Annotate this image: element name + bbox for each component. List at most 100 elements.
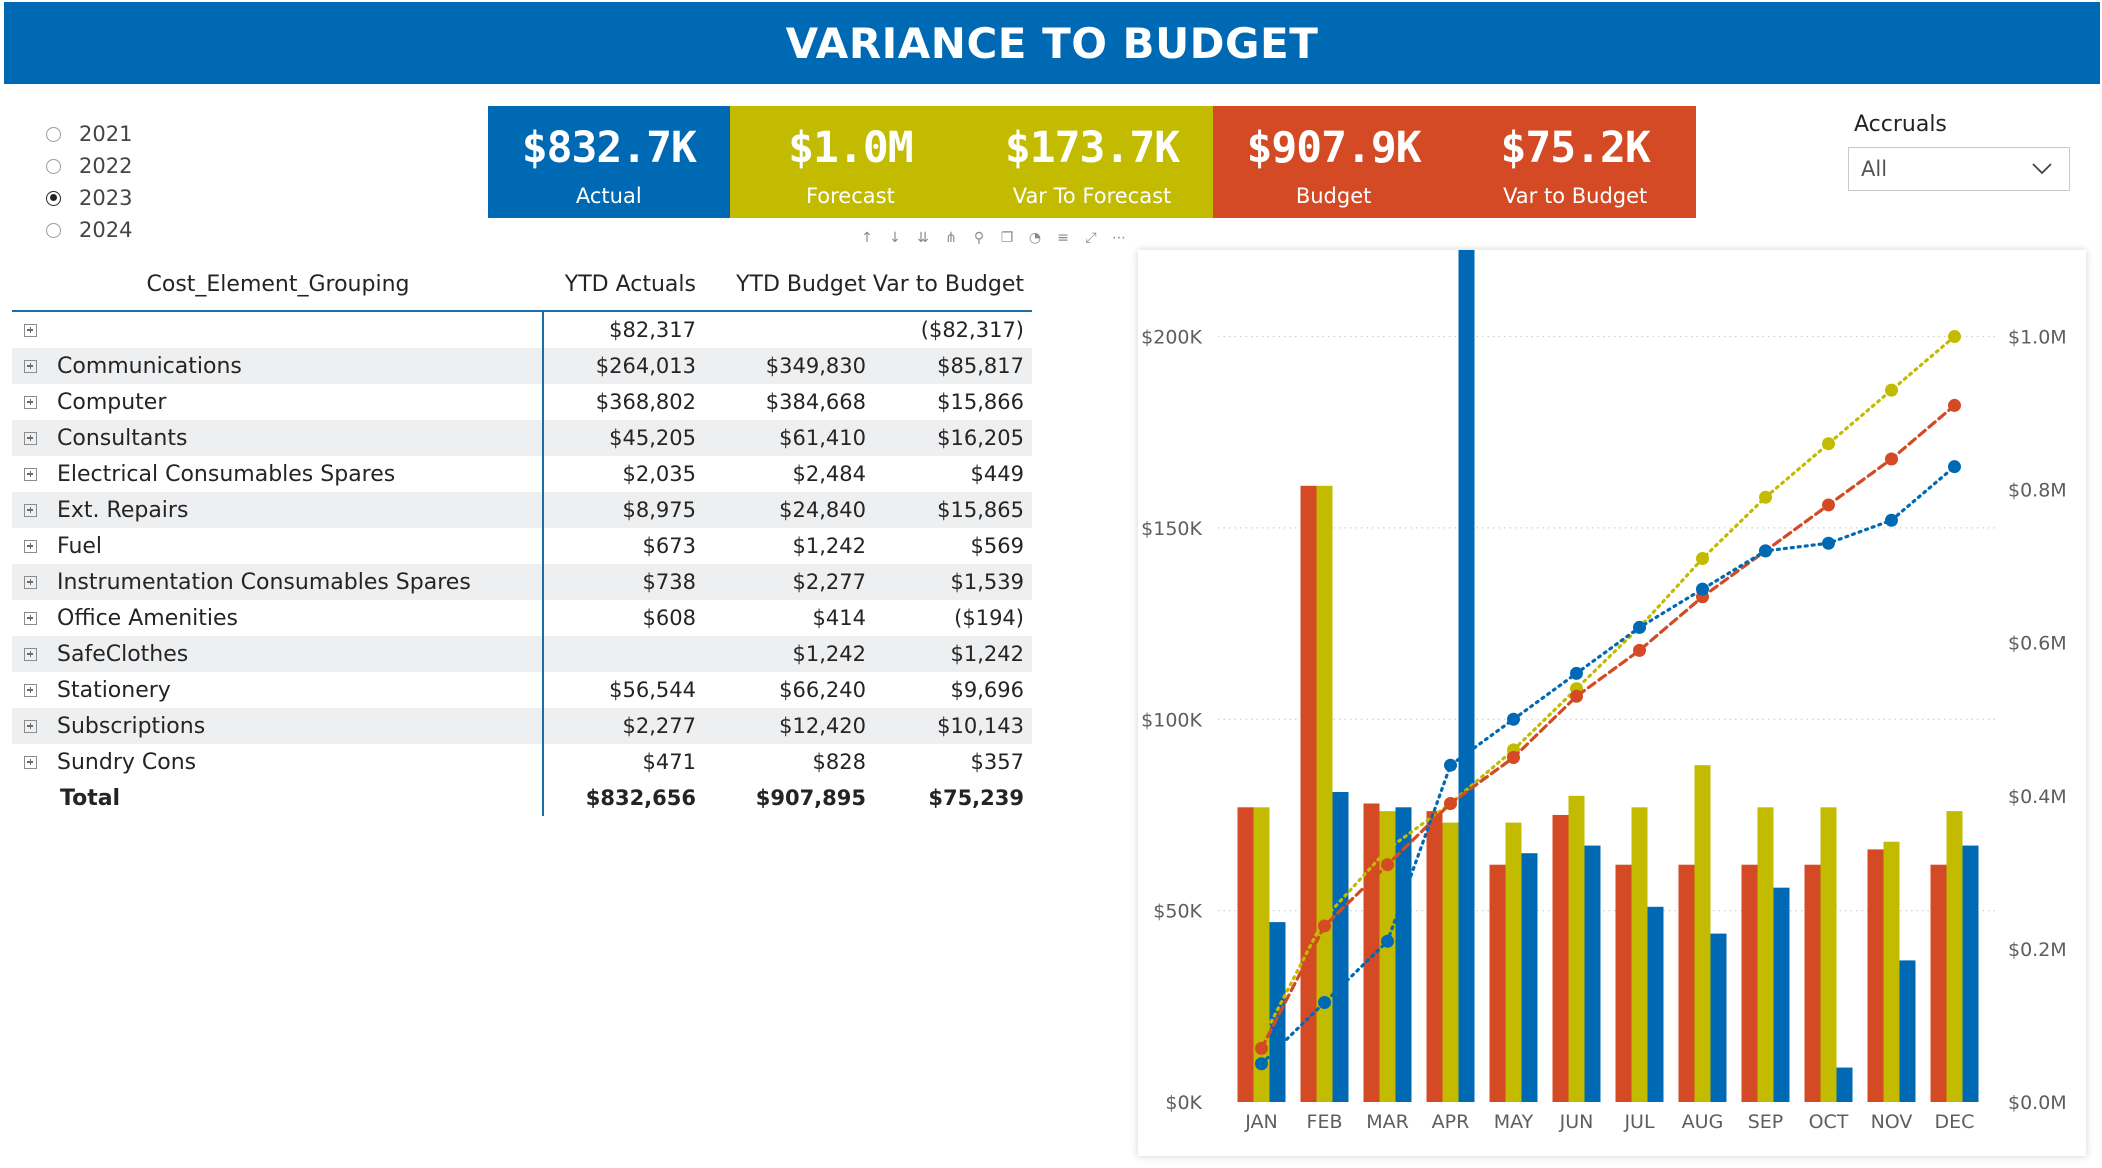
double-arrow-down-icon[interactable]: ⇊ xyxy=(917,230,929,246)
bar-jul-0 xyxy=(1615,864,1632,1102)
expand-icon[interactable] xyxy=(24,539,37,553)
expand-icon[interactable] xyxy=(24,683,37,697)
row-var: $1,539 xyxy=(950,570,1024,594)
alert-icon[interactable]: ◔ xyxy=(1028,230,1042,246)
expand-icon[interactable] xyxy=(24,647,37,661)
x-tick-label: MAR xyxy=(1366,1111,1409,1133)
arrow-up-icon[interactable]: ↑ xyxy=(861,230,873,246)
y-left-tick-label: $50K xyxy=(1153,901,1202,923)
header-ytd-budget[interactable]: YTD Budget xyxy=(736,271,866,297)
row-label-cell: Ext. Repairs xyxy=(12,492,544,528)
year-option-2024[interactable]: 2024 xyxy=(46,214,132,246)
radio-2023[interactable] xyxy=(46,190,61,206)
row-budget: $2,484 xyxy=(792,462,866,486)
line-point-2-apr xyxy=(1444,758,1457,772)
kpi-forecast-value: $1.0M xyxy=(788,123,913,173)
line-point-0-nov xyxy=(1885,383,1898,397)
bar-oct-1 xyxy=(1820,807,1837,1102)
radio-2024[interactable] xyxy=(46,222,61,238)
expand-icon[interactable] xyxy=(24,467,37,481)
bar-jan-0 xyxy=(1237,807,1254,1102)
kpi-var-to-budget-value: $75.2K xyxy=(1500,123,1651,173)
kpi-cards: $832.7K Actual $1.0M Forecast $173.7K Va… xyxy=(488,106,1696,218)
table-row[interactable]: Computer $368,802 $384,668 $15,866 xyxy=(12,384,1032,420)
row-label-cell: Instrumentation Consumables Spares xyxy=(12,564,544,600)
row-label: Electrical Consumables Spares xyxy=(57,461,396,487)
table-row[interactable]: SafeClothes $1,242 $1,242 xyxy=(12,636,1032,672)
focus-mode-icon[interactable]: ⤢ xyxy=(1085,230,1097,246)
kpi-budget[interactable]: $907.9K Budget xyxy=(1212,106,1455,218)
row-budget: $66,240 xyxy=(779,678,866,702)
year-slicer: 2021 2022 2023 2024 xyxy=(46,118,132,246)
combo-chart-svg: $0K $50K $100K $150K $200K $0.0M $0.2M $0.4M $0.… xyxy=(1141,240,2067,1133)
expand-icon[interactable] xyxy=(24,395,37,409)
row-label: Communications xyxy=(57,353,242,379)
kpi-actual[interactable]: $832.7K Actual xyxy=(488,106,730,218)
header-var-to-budget[interactable]: Var to Budget xyxy=(872,271,1024,297)
table-row[interactable]: Communications $264,013 $349,830 $85,817 xyxy=(12,348,1032,384)
bar-jul-1 xyxy=(1631,807,1648,1102)
table-row[interactable]: Instrumentation Consumables Spares $738 $2… xyxy=(12,564,1032,600)
more-options-icon[interactable]: ⋯ xyxy=(1112,230,1126,246)
table-row[interactable]: $82,317 ($82,317) xyxy=(12,312,1032,348)
kpi-forecast-label: Forecast xyxy=(805,184,895,208)
total-budget: $907,895 xyxy=(755,786,866,810)
radio-2022[interactable] xyxy=(46,158,61,174)
expand-icon[interactable] xyxy=(24,503,37,517)
row-budget: $61,410 xyxy=(779,426,866,450)
accruals-value: All xyxy=(1861,157,1888,181)
table-row[interactable]: Electrical Consumables Spares $2,035 $2,48… xyxy=(12,456,1032,492)
expand-icon[interactable] xyxy=(24,755,37,769)
line-point-0-sep xyxy=(1759,490,1772,504)
row-label-cell: Sundry Cons xyxy=(12,744,544,780)
kpi-var-to-budget[interactable]: $75.2K Var to Budget xyxy=(1454,106,1696,218)
row-label-cell: Subscriptions xyxy=(12,708,544,744)
table-row[interactable]: Ext. Repairs $8,975 $24,840 $15,865 xyxy=(12,492,1032,528)
x-tick-label: NOV xyxy=(1871,1111,1913,1133)
row-var: $357 xyxy=(970,750,1024,774)
header-cost-element[interactable]: Cost_Element_Grouping xyxy=(146,271,410,297)
table-row[interactable]: Office Amenities $608 $414 ($194) xyxy=(12,600,1032,636)
row-var: ($82,317) xyxy=(920,318,1024,342)
x-tick-label: APR xyxy=(1432,1111,1470,1133)
year-option-2023[interactable]: 2023 xyxy=(46,182,132,214)
row-label-cell: Office Amenities xyxy=(12,600,544,636)
bar-aug-2 xyxy=(1710,933,1727,1102)
expand-icon[interactable] xyxy=(24,323,37,337)
expand-icon[interactable] xyxy=(24,719,37,733)
expand-icon[interactable] xyxy=(24,611,37,625)
expand-icon[interactable] xyxy=(24,575,37,589)
kpi-var-to-forecast-label: Var To Forecast xyxy=(1012,184,1172,208)
row-budget: $414 xyxy=(812,606,866,630)
table-row[interactable]: Stationery $56,544 $66,240 $9,696 xyxy=(12,672,1032,708)
monthly-variance-chart[interactable]: $0K $50K $100K $150K $200K $0.0M $0.2M $0.4M $0.… xyxy=(1138,240,2086,1156)
copy-icon[interactable]: ❐ xyxy=(1000,230,1014,246)
y-right-tick-label: $0.8M xyxy=(2008,480,2067,502)
x-tick-label: JAN xyxy=(1244,1111,1277,1133)
accruals-dropdown[interactable]: All xyxy=(1848,147,2070,191)
table-row[interactable]: Subscriptions $2,277 $12,420 $10,143 xyxy=(12,708,1032,744)
header-ytd-actuals[interactable]: YTD Actuals xyxy=(564,271,696,297)
filter-icon[interactable]: ≡ xyxy=(1057,230,1069,246)
table-row[interactable]: Consultants $45,205 $61,410 $16,205 xyxy=(12,420,1032,456)
kpi-var-to-forecast[interactable]: $173.7K Var To Forecast xyxy=(971,106,1213,218)
radio-2021[interactable] xyxy=(46,126,61,142)
table-row[interactable]: Sundry Cons $471 $828 $357 xyxy=(12,744,1032,780)
table-row[interactable]: Fuel $673 $1,242 $569 xyxy=(12,528,1032,564)
bar-sep-1 xyxy=(1757,807,1774,1102)
year-option-2021[interactable]: 2021 xyxy=(46,118,132,150)
pin-icon[interactable]: ⚲ xyxy=(973,230,985,246)
row-budget: $1,242 xyxy=(792,642,866,666)
kpi-forecast[interactable]: $1.0M Forecast xyxy=(729,106,972,218)
drill-icon[interactable]: ⋔ xyxy=(945,230,957,246)
total-actual: $832,656 xyxy=(585,786,696,810)
arrow-down-icon[interactable]: ↓ xyxy=(889,230,901,246)
row-budget: $2,277 xyxy=(792,570,866,594)
year-option-2022[interactable]: 2022 xyxy=(46,150,132,182)
visual-header-toolbar: ↑ ↓ ⇊ ⋔ ⚲ ❐ ◔ ≡ ⤢ ⋯ xyxy=(858,230,1128,246)
expand-icon[interactable] xyxy=(24,359,37,373)
kpi-actual-value: $832.7K xyxy=(521,123,697,173)
row-budget: $384,668 xyxy=(765,390,866,414)
expand-icon[interactable] xyxy=(24,431,37,445)
row-actual: $8,975 xyxy=(622,498,696,522)
